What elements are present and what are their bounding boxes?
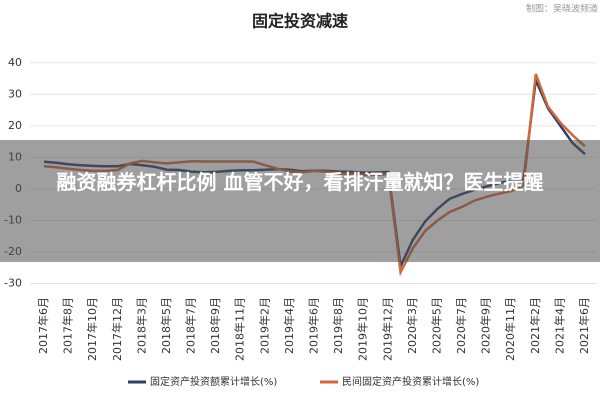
y-tick-label: 20 — [8, 119, 22, 132]
x-tick-label: 2017年8月 — [61, 297, 75, 354]
x-tick-label: 2017年12月 — [110, 297, 124, 361]
x-tick-label: 2021年4月 — [552, 297, 566, 354]
y-tick-label: 40 — [8, 56, 22, 69]
x-tick-label: 2017年10月 — [85, 297, 99, 361]
x-tick-label: 2021年2月 — [528, 297, 542, 354]
x-tick-label: 2019年12月 — [380, 297, 394, 361]
x-tick-label: 2020年7月 — [454, 297, 468, 354]
x-tick-label: 2020年9月 — [479, 297, 493, 354]
source: 制图：吴晓波频道 — [526, 3, 598, 15]
x-tick-label: 2019年4月 — [282, 297, 296, 354]
y-tick-label: 30 — [8, 87, 22, 100]
x-tick-label: 2021年6月 — [577, 297, 591, 354]
chart-title: 固定投资减速 — [252, 12, 348, 31]
x-tick-label: 2018年7月 — [184, 297, 198, 354]
y-tick-label: -30 — [4, 277, 22, 290]
legend-label: 民间固定资产投资累计增长(%) — [342, 375, 479, 388]
x-tick-label: 2020年5月 — [429, 297, 443, 354]
x-tick-label: 2018年11月 — [233, 297, 247, 361]
x-tick-label: 2020年11月 — [503, 297, 517, 361]
x-tick-label: 2018年3月 — [134, 297, 148, 354]
x-tick-label: 2019年8月 — [331, 297, 345, 354]
x-tick-label: 2018年9月 — [208, 297, 222, 354]
x-tick-label: 2018年5月 — [159, 297, 173, 354]
overlay-banner: 融资融券杠杆比例 血管不好，看排汗量就知？医生提醒 — [0, 140, 600, 262]
x-tick-label: 2017年6月 — [36, 297, 50, 354]
x-tick-label: 2020年3月 — [405, 297, 419, 354]
x-tick-label: 2019年10月 — [356, 297, 370, 361]
legend-label: 固定资产投资额累计增长(%) — [150, 375, 277, 388]
x-tick-label: 2019年2月 — [257, 297, 271, 354]
x-tick-label: 2019年6月 — [307, 297, 321, 354]
